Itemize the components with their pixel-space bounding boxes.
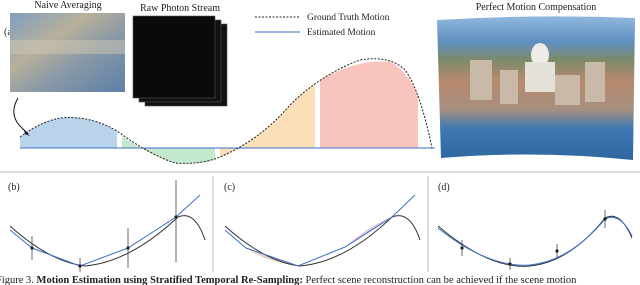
caption: Figure 3. Motion Estimation using Strati… [0,275,577,285]
stream-label: Raw Photon Stream [140,3,220,14]
true-curve [437,215,633,267]
photon-stack [132,15,228,107]
region [220,84,315,157]
naive-label: Naive Averaging [34,0,101,11]
legend-label: Estimated Motion [307,28,376,38]
region [122,136,215,164]
city-buildings [470,43,605,105]
arrow [13,97,29,135]
panel-label: (b) [8,182,20,193]
region [320,61,418,148]
points [460,217,607,266]
panel-label: (a) [4,27,15,38]
compensated-label: Perfect Motion Compensation [476,2,597,13]
legend-label: Ground Truth Motion [307,13,390,23]
region [20,117,117,148]
estimate [9,194,201,267]
points [30,215,178,268]
estimate [437,216,633,266]
caption-title: Motion Estimation using Stratified Tempo… [37,275,303,285]
arrowhead [24,130,30,136]
error-bars [461,210,606,270]
caption-number: Figure 3. [0,275,34,285]
error-bars [31,180,177,272]
true-curve [224,215,421,267]
panel-label: (d) [438,182,450,193]
blur-band [10,40,125,54]
caption-text: Perfect scene reconstruction can be achi… [305,275,577,285]
estimate [224,194,416,267]
ground-truth-motion [19,58,433,164]
panel-label: (c) [224,182,235,193]
